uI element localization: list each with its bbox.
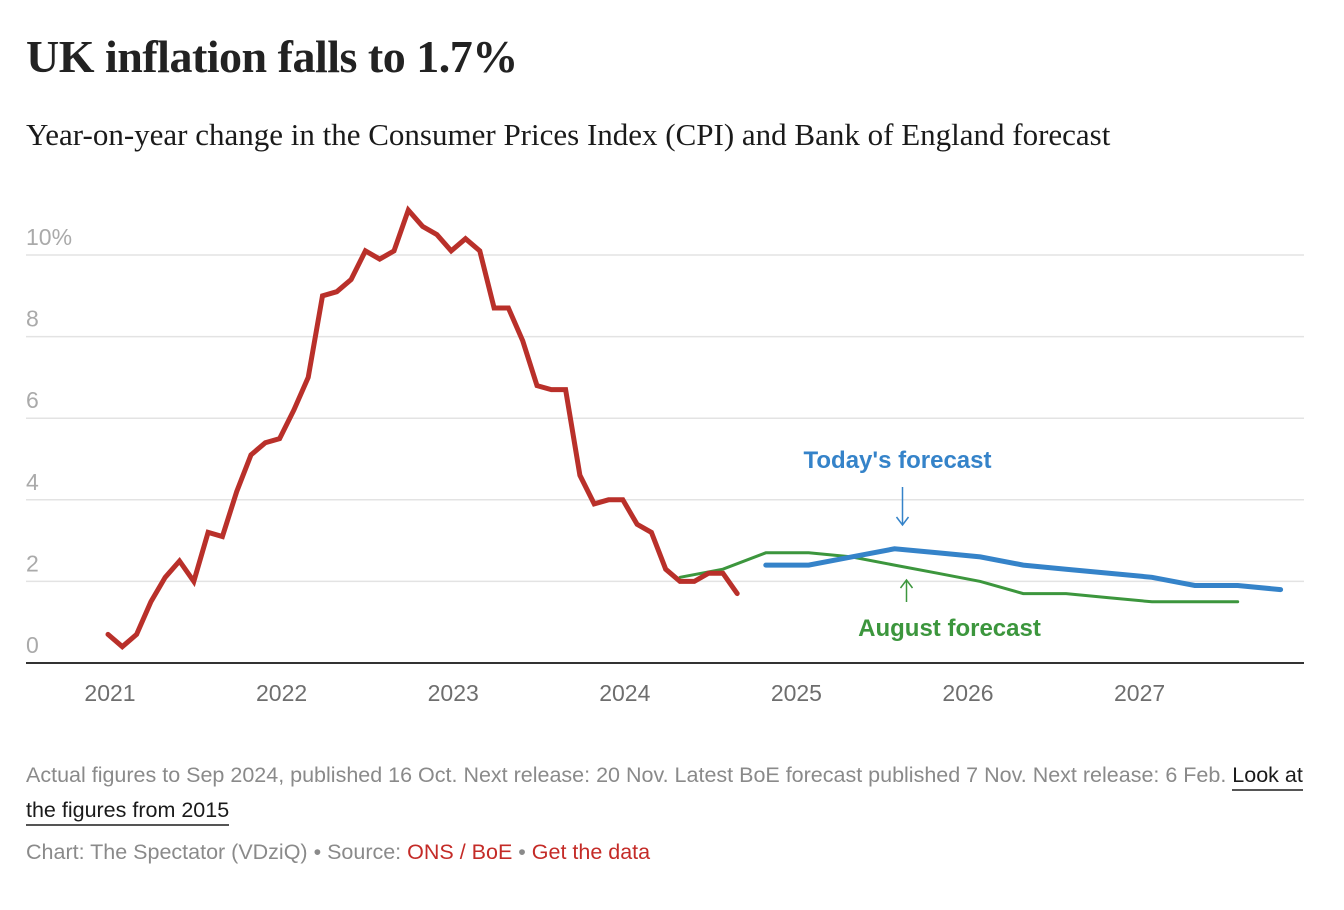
credit-text: Chart: The Spectator (VDziQ) • Source: [26, 840, 408, 864]
x-tick-label: 2022 [256, 680, 307, 706]
x-tick-label: 2021 [84, 680, 135, 706]
figures-from-2015-link[interactable]: Look at the figures from 2015 [26, 763, 1303, 826]
y-tick-label: 6 [26, 387, 39, 413]
series-lines [105, 205, 1284, 650]
line-chart: 0 2 4 6 8 10% 2021 2022 2023 2024 2025 2026 2027 To… [26, 205, 1304, 706]
notes-text: Actual figures to Sep 2024, published 16… [26, 763, 1233, 787]
y-tick-label: 10% [26, 224, 72, 250]
y-axis-ticks: 0 2 4 6 8 10% [26, 224, 72, 658]
get-data-link[interactable]: Get the data [531, 840, 651, 864]
y-tick-label: 4 [26, 469, 39, 495]
x-axis-ticks: 2021 2022 2023 2024 2025 2026 2027 [84, 680, 1165, 706]
x-tick-label: 2023 [428, 680, 479, 706]
gridlines [26, 254, 1304, 583]
arrow-head-icon [899, 578, 914, 589]
series-line-august-forecast [678, 551, 1240, 604]
series-line-todays-forecast [763, 546, 1284, 593]
credit-separator: • [512, 840, 532, 864]
x-tick-label: 2027 [1114, 680, 1165, 706]
chart-notes: Actual figures to Sep 2024, published 16… [26, 758, 1316, 828]
arrow-head-icon [895, 516, 910, 527]
chart-title: UK inflation falls to 1.7% [26, 31, 518, 82]
chart-credit: Chart: The Spectator (VDziQ) • Source: O… [26, 840, 650, 865]
y-tick-label: 2 [26, 550, 39, 576]
x-tick-label: 2024 [599, 680, 650, 706]
series-line-actual [105, 205, 740, 650]
annotations: Today's forecast August forecast [804, 447, 1041, 642]
x-tick-label: 2025 [771, 680, 822, 706]
annotation-label: Today's forecast [804, 447, 992, 474]
annotation-label: August forecast [858, 615, 1041, 642]
x-tick-label: 2026 [942, 680, 993, 706]
y-tick-label: 8 [26, 306, 39, 332]
source-link[interactable]: ONS / BoE [407, 840, 513, 864]
chart-subtitle: Year-on-year change in the Consumer Pric… [26, 117, 1111, 152]
y-tick-label: 0 [26, 632, 39, 658]
